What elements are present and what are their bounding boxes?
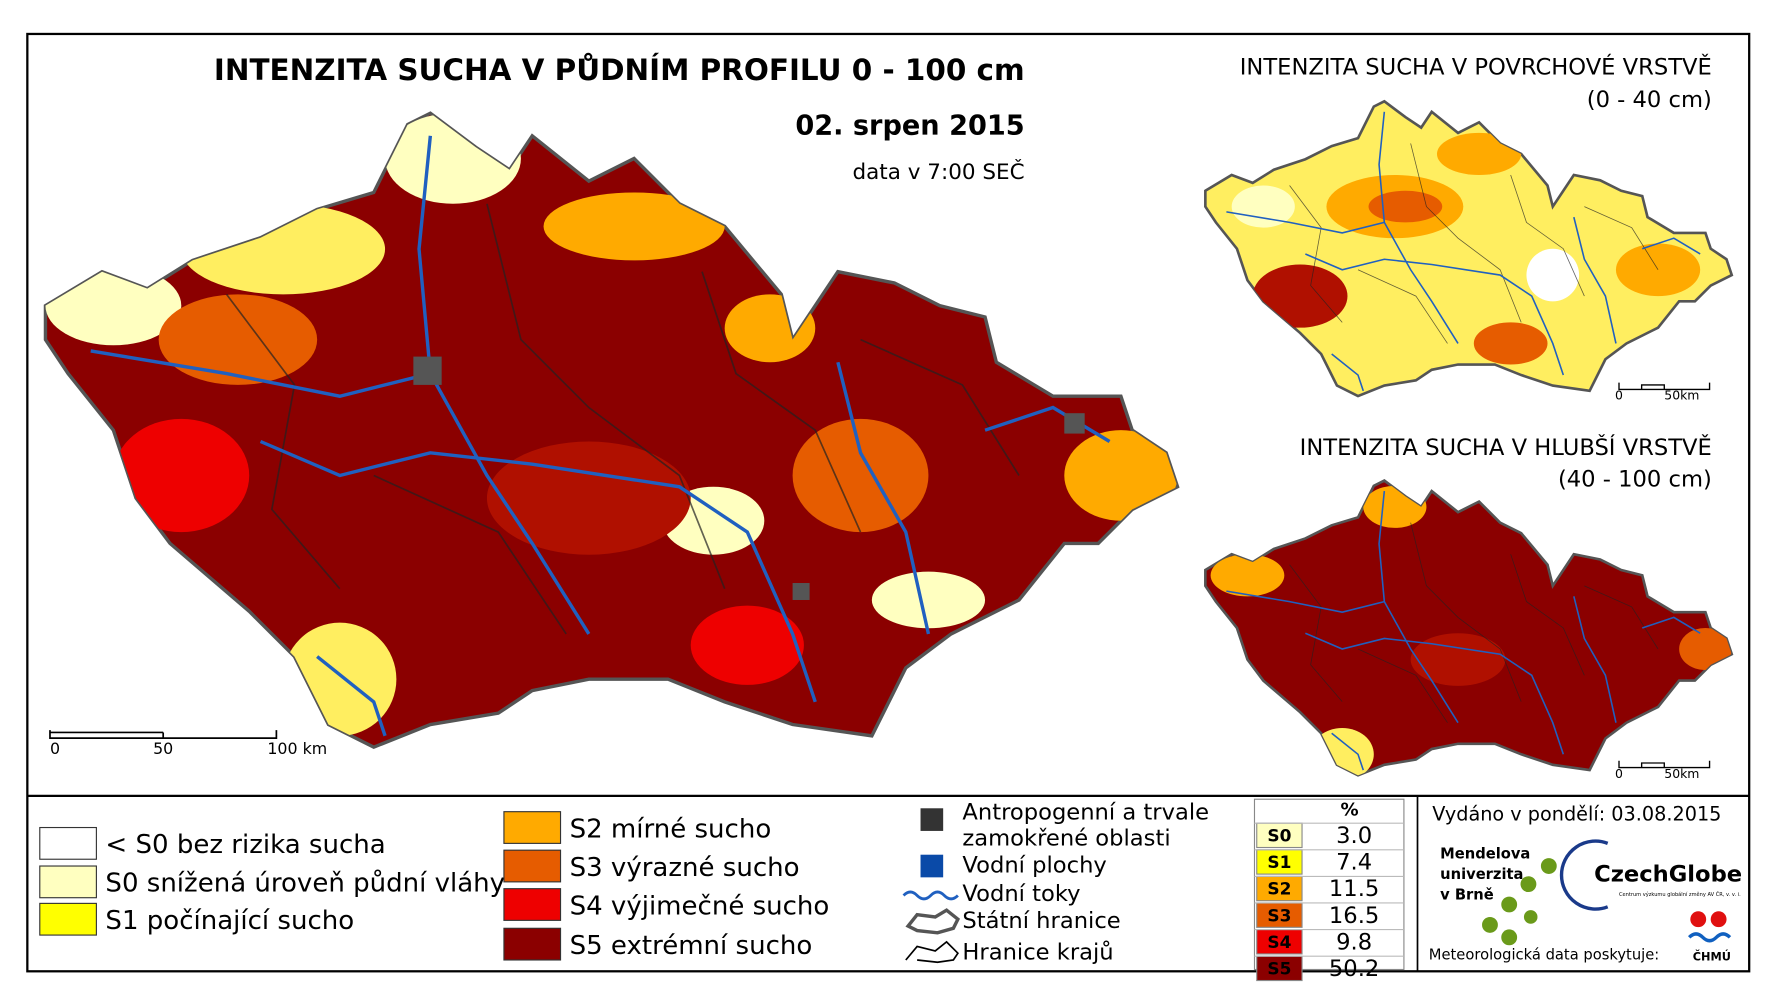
stats-value: 7.4	[1336, 850, 1372, 876]
layer-icon	[920, 854, 944, 878]
stats-value: 16.5	[1329, 903, 1379, 929]
inset-title: INTENZITA SUCHA V HLUBŠÍ VRSTVĚ	[1300, 433, 1712, 461]
legend-swatch	[503, 927, 562, 961]
legend-swatch	[503, 849, 562, 883]
stats-label: S5	[1267, 959, 1291, 979]
inset-title: INTENZITA SUCHA V POVRCHOVÉ VRSTVĚ	[1240, 52, 1712, 80]
scale-label: 50	[153, 739, 173, 758]
logo-mendel: v Brně	[1440, 886, 1494, 903]
legend-label: S2 mírné sucho	[570, 814, 772, 844]
stats-value: 9.8	[1336, 929, 1372, 955]
stats-value: 50.2	[1329, 956, 1379, 982]
logo-mendel: Mendelova	[1440, 846, 1530, 863]
scale-bar	[49, 730, 278, 739]
layer-label: Vodní plochy	[962, 853, 1106, 879]
logo-mendel: univerzita	[1440, 866, 1523, 883]
stats-cell	[1256, 849, 1303, 875]
stats-label: S0	[1267, 826, 1291, 846]
stats-value: 3.0	[1336, 823, 1372, 849]
legend-swatch	[39, 826, 97, 860]
stats-value: 11.5	[1329, 876, 1379, 902]
stats-cell	[1256, 822, 1303, 849]
map-note: data v 7:00 SEČ	[852, 159, 1024, 185]
layer-icon	[920, 808, 944, 831]
layer-label: Hranice krajů	[962, 939, 1113, 966]
logo-czechglobe: CzechGlobe	[1594, 862, 1742, 888]
scale-bar	[1618, 760, 1711, 769]
logo-czechglobe-sub: Centrum výzkumu globální změny AV ČR, v.…	[1619, 891, 1741, 898]
inset-map-bottom	[1204, 479, 1734, 777]
logo-dots	[1482, 858, 1557, 946]
legend-label: S0 snížená úroveň půdní vláhy	[105, 869, 505, 899]
stats-label: S3	[1267, 906, 1291, 926]
scale-label: 100 km	[267, 739, 327, 758]
legend-swatch	[503, 811, 562, 844]
layer-label: Antropogenní a trvale	[962, 799, 1209, 825]
legend-swatch	[39, 865, 97, 899]
layer-label: zamokřené oblasti	[962, 825, 1170, 851]
stats-label: S4	[1267, 933, 1291, 953]
scale-label: 0	[50, 739, 60, 758]
legend-label: < S0 bez rizika sucha	[105, 830, 385, 860]
stats-cell	[1256, 875, 1303, 902]
map-title: INTENZITA SUCHA V PŮDNÍM PROFILU 0 - 100…	[214, 51, 1025, 87]
stats-cell	[1256, 902, 1303, 928]
legend-swatch	[39, 902, 97, 936]
legend-swatch	[503, 888, 562, 921]
inset-depth: (40 - 100 cm)	[1558, 466, 1712, 492]
scale-label: 50km	[1664, 766, 1699, 781]
layer-label: Vodní toky	[962, 881, 1080, 907]
scale-label: 0	[1615, 388, 1623, 403]
legend-label: S5 extrémní sucho	[570, 931, 813, 961]
legend-label: S4 výjimečné sucho	[570, 891, 830, 921]
layer-icon	[905, 940, 959, 964]
map-date: 02. srpen 2015	[795, 110, 1024, 141]
inset-map-top	[1204, 100, 1734, 398]
inset-depth: (0 - 40 cm)	[1587, 87, 1712, 113]
legend-label: S3 výrazné sucho	[570, 853, 800, 883]
stats-label: S1	[1267, 853, 1291, 873]
chmu-logo	[1687, 911, 1732, 943]
scale-bar	[1618, 382, 1711, 391]
stats-header: %	[1340, 800, 1358, 821]
scale-label: 50km	[1664, 388, 1699, 403]
layer-icon	[902, 890, 959, 901]
logo-arc	[1559, 839, 1609, 911]
legend-label: S1 počínající sucho	[105, 906, 354, 936]
layer-label: Státní hranice	[962, 908, 1120, 934]
layer-icon	[905, 908, 961, 935]
provider: Meteorologická data poskytuje:	[1429, 946, 1659, 963]
issued: Vydáno v pondělí: 03.08.2015	[1432, 803, 1721, 826]
scale-label: 0	[1615, 766, 1623, 781]
logo-chmu: ČHMÚ	[1693, 950, 1731, 964]
stats-label: S2	[1267, 880, 1291, 900]
